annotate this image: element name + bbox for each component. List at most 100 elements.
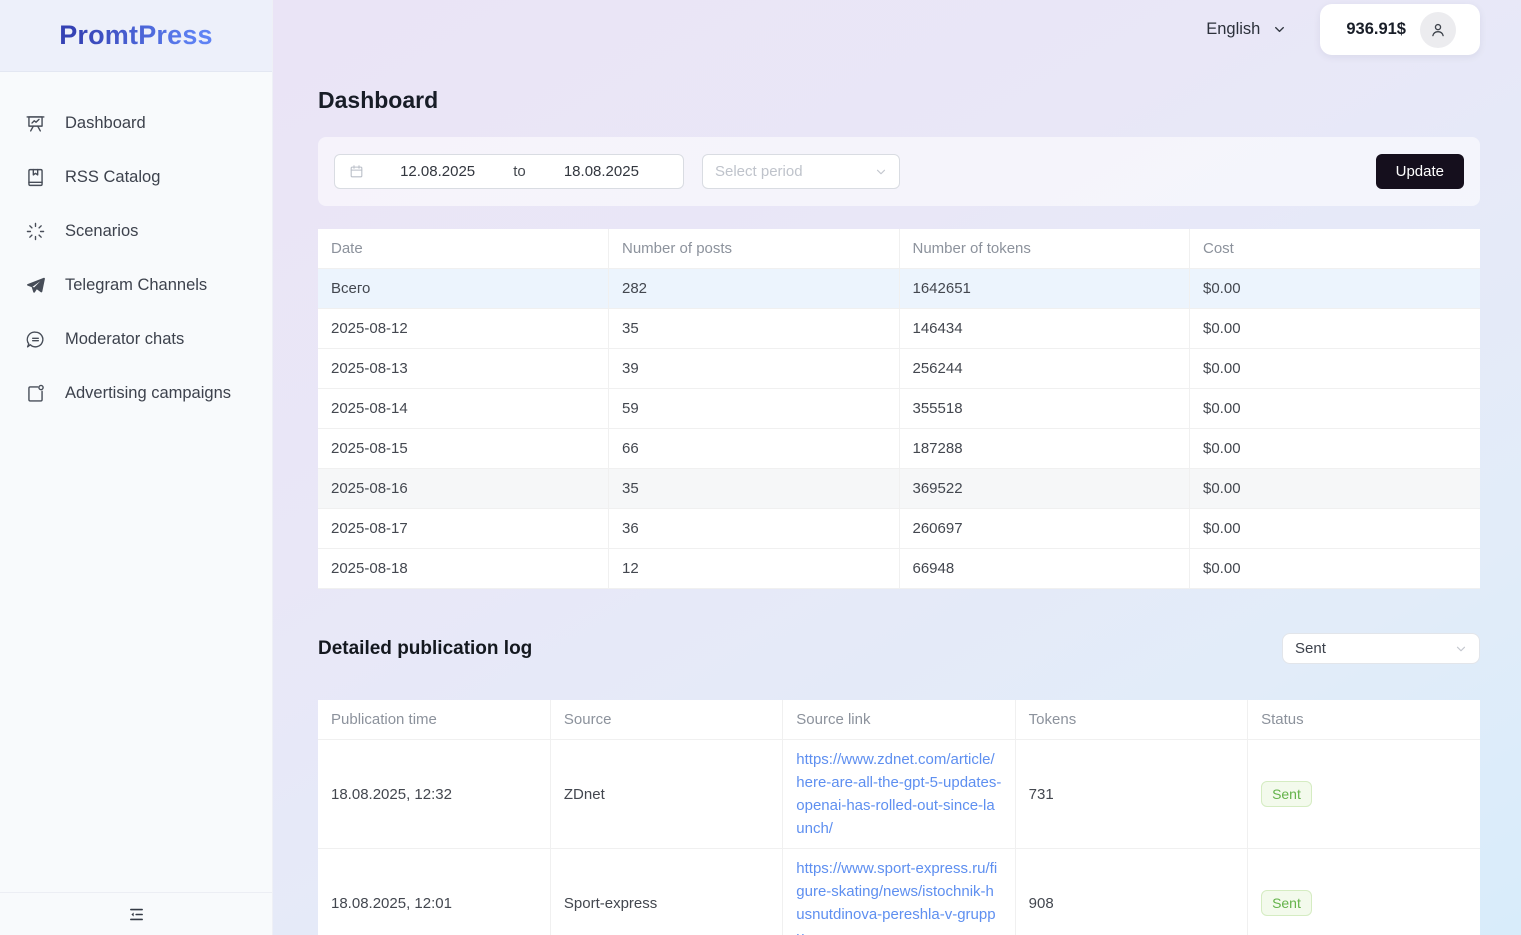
source-link[interactable]: https://www.zdnet.com/article/here-are-a…	[796, 751, 1002, 837]
cell-date: 2025-08-13	[318, 348, 609, 389]
cell-tokens: 187288	[899, 428, 1190, 469]
date-to-input[interactable]: 18.08.2025	[563, 163, 639, 180]
sidebar-item-label: Advertising campaigns	[65, 383, 231, 402]
cell-source-link: https://www.sport-express.ru/figure-skat…	[782, 848, 1016, 935]
cell-cost: $0.00	[1189, 428, 1480, 469]
cell-cost: $0.00	[1189, 388, 1480, 429]
cell-tokens: 260697	[899, 508, 1190, 549]
date-from-input[interactable]: 12.08.2025	[400, 163, 476, 180]
cell-date: 2025-08-15	[318, 428, 609, 469]
table-row: 2025-08-17 36 260697 $0.00	[318, 508, 1480, 549]
sidebar-item-rss-catalog[interactable]: RSS Catalog	[0, 150, 272, 204]
brand-name: PromtPress	[59, 20, 213, 50]
campaign-icon	[25, 383, 46, 404]
account-pill[interactable]: 936.91$	[1320, 4, 1480, 55]
chat-icon	[25, 329, 46, 350]
cell-cost: $0.00	[1189, 308, 1480, 349]
calendar-icon	[350, 165, 363, 178]
language-value: English	[1206, 20, 1261, 38]
table-row: 2025-08-15 66 187288 $0.00	[318, 428, 1480, 469]
chevron-down-icon	[876, 169, 886, 174]
cell-tokens: 256244	[899, 348, 1190, 389]
date-range-separator: to	[513, 163, 526, 180]
column-header-status: Status	[1247, 700, 1480, 740]
sidebar-item-label: RSS Catalog	[65, 167, 161, 186]
filter-panel: 12.08.2025 to 18.08.2025 Select period U…	[318, 137, 1480, 206]
page-title: Dashboard	[318, 87, 439, 113]
cell-status: Sent	[1247, 848, 1480, 935]
period-select[interactable]: Select period	[702, 154, 900, 189]
sidebar-item-label: Dashboard	[65, 113, 146, 132]
cell-publication-time: 18.08.2025, 12:32	[318, 739, 551, 849]
cell-cost: $0.00	[1189, 468, 1480, 509]
cell-date: 2025-08-14	[318, 388, 609, 429]
sidebar-item-label: Moderator chats	[65, 329, 185, 348]
language-selector[interactable]: English	[1206, 20, 1286, 39]
column-header-publication-time: Publication time	[318, 700, 551, 740]
book-icon	[25, 167, 46, 188]
status-badge-sent: Sent	[1261, 890, 1312, 916]
period-select-placeholder: Select period	[715, 163, 803, 180]
chevron-down-icon	[1275, 26, 1285, 33]
sidebar-footer	[0, 892, 272, 935]
column-header-date: Date	[318, 229, 609, 269]
cell-cost: $0.00	[1189, 348, 1480, 389]
cell-date: Всего	[318, 268, 609, 309]
cell-publication-time: 18.08.2025, 12:01	[318, 848, 551, 935]
status-filter-select[interactable]: Sent	[1282, 633, 1480, 664]
cell-posts: 35	[608, 308, 900, 349]
cell-tokens: 146434	[899, 308, 1190, 349]
cell-cost: $0.00	[1189, 508, 1480, 549]
cell-posts: 35	[608, 468, 900, 509]
column-header-posts: Number of posts	[608, 229, 900, 269]
topbar: English 936.91$	[318, 2, 1480, 57]
cell-source: ZDnet	[550, 739, 784, 849]
dashboard-icon	[25, 113, 46, 134]
cell-posts: 39	[608, 348, 900, 389]
cell-posts: 12	[608, 548, 900, 589]
publication-log-header: Detailed publication log Sent	[318, 633, 1480, 664]
cell-date: 2025-08-17	[318, 508, 609, 549]
table-row: 2025-08-18 12 66948 $0.00	[318, 548, 1480, 589]
cell-posts: 66	[608, 428, 900, 469]
cell-posts: 59	[608, 388, 900, 429]
avatar[interactable]	[1420, 11, 1456, 48]
sidebar-item-scenarios[interactable]: Scenarios	[0, 204, 272, 258]
sidebar-nav: Dashboard RSS Catalog Scenarios	[0, 72, 272, 420]
status-filter-value: Sent	[1295, 640, 1326, 657]
sidebar-item-dashboard[interactable]: Dashboard	[0, 96, 272, 150]
cell-tokens: 1642651	[899, 268, 1190, 309]
cell-source-link: https://www.zdnet.com/article/here-are-a…	[782, 739, 1016, 849]
cell-date: 2025-08-16	[318, 468, 609, 509]
stats-table-header-row: Date Number of posts Number of tokens Co…	[318, 229, 1480, 269]
table-row-total: Всего 282 1642651 $0.00	[318, 268, 1480, 309]
cell-date: 2025-08-18	[318, 548, 609, 589]
send-icon	[25, 275, 46, 296]
table-row: 2025-08-12 35 146434 $0.00	[318, 308, 1480, 349]
cell-date: 2025-08-12	[318, 308, 609, 349]
column-header-source-link: Source link	[782, 700, 1016, 740]
date-range-picker[interactable]: 12.08.2025 to 18.08.2025	[334, 154, 684, 189]
user-icon	[1432, 23, 1444, 36]
column-header-source: Source	[550, 700, 784, 740]
cell-tokens: 731	[1015, 739, 1249, 849]
update-button[interactable]: Update	[1375, 154, 1464, 189]
cell-tokens: 369522	[899, 468, 1190, 509]
cell-cost: $0.00	[1189, 548, 1480, 589]
log-table-header-row: Publication time Source Source link Toke…	[318, 700, 1480, 740]
source-link[interactable]: https://www.sport-express.ru/figure-skat…	[796, 860, 998, 935]
table-row: 2025-08-13 39 256244 $0.00	[318, 348, 1480, 389]
status-badge-sent: Sent	[1261, 781, 1312, 807]
table-row: 2025-08-14 59 355518 $0.00	[318, 388, 1480, 429]
sidebar-item-telegram-channels[interactable]: Telegram Channels	[0, 258, 272, 312]
sidebar-collapse-button[interactable]	[123, 901, 149, 927]
sidebar-item-advertising-campaigns[interactable]: Advertising campaigns	[0, 366, 272, 420]
main-content: English 936.91$ Dashboard 12.08.2025 to	[273, 0, 1521, 935]
table-row: 2025-08-16 35 369522 $0.00	[318, 468, 1480, 509]
brand-logo[interactable]: PromtPress	[0, 0, 272, 72]
column-header-cost: Cost	[1189, 229, 1480, 269]
sidebar: PromtPress Dashboard RSS Catalog	[0, 0, 273, 935]
cell-source: Sport-express	[550, 848, 784, 935]
cell-tokens: 908	[1015, 848, 1249, 935]
sidebar-item-moderator-chats[interactable]: Moderator chats	[0, 312, 272, 366]
